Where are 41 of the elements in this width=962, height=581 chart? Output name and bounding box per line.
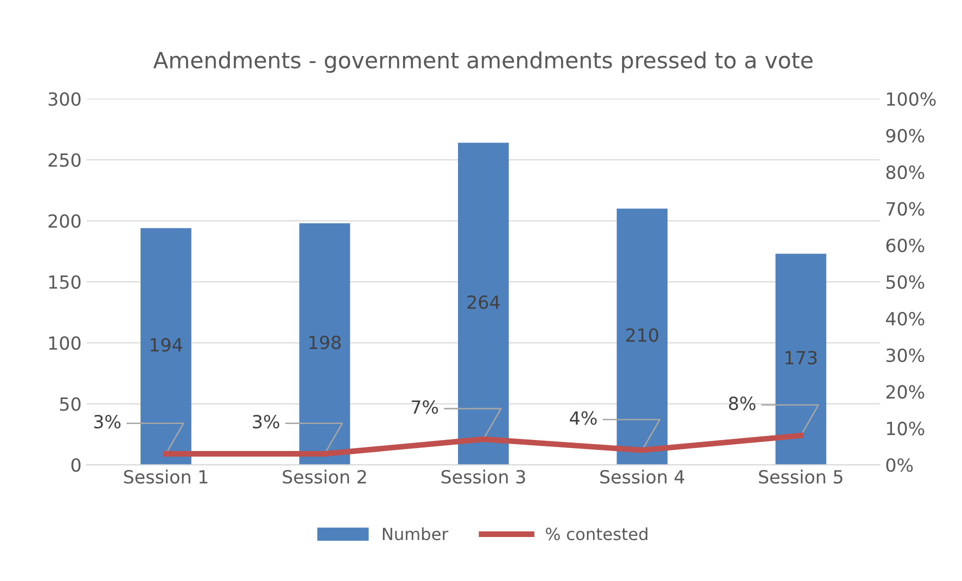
y2-tick-label: 50% [886,275,924,289]
data-label: 194 [150,338,182,352]
bar [616,208,668,465]
x-tick-label: Session 3 [442,470,526,484]
x-tick-label: Session 4 [600,470,684,484]
y2-tick-label: 60% [886,238,924,252]
y2-tick-label: 70% [886,202,924,216]
bar [299,223,350,465]
legend-label: % contested [546,527,648,540]
y-tick-label: 300 [48,92,81,106]
data-label: 7% [412,400,438,414]
bar [140,228,192,465]
x-tick-label: Session 5 [758,470,842,484]
y-tick-label: 50 [60,397,81,411]
y-tick-label: 200 [48,214,81,228]
data-label: 3% [252,414,280,428]
data-label: 8% [729,396,756,410]
x-tick-label: Session 1 [124,470,208,484]
legend-label: Number [382,527,448,540]
data-label: 210 [626,328,658,342]
y2-tick-label: 10% [887,422,924,436]
y2-tick-label: 0% [886,458,913,472]
y-tick-label: 150 [49,275,81,289]
y2-tick-label: 90% [886,128,924,142]
data-label: 3% [94,414,121,428]
data-label: 173 [786,350,817,364]
y2-tick-label: 100% [887,92,936,106]
data-label: 4% [570,411,597,425]
y2-tick-label: 20% [886,385,924,399]
y2-tick-label: 80% [886,165,924,180]
bar [458,142,509,465]
y2-tick-label: 40% [886,312,924,326]
data-label: 264 [467,295,500,309]
y-tick-label: 100 [49,336,81,350]
data-label: 198 [309,336,341,350]
bar [775,254,826,465]
x-tick-label: Session 2 [282,470,366,484]
y-tick-label: 0 [71,458,81,472]
chart-title: Amendments - government amendments pressed to a vote [153,51,813,73]
y-tick-label: 250 [48,153,81,167]
y2-tick-label: 30% [886,348,924,362]
